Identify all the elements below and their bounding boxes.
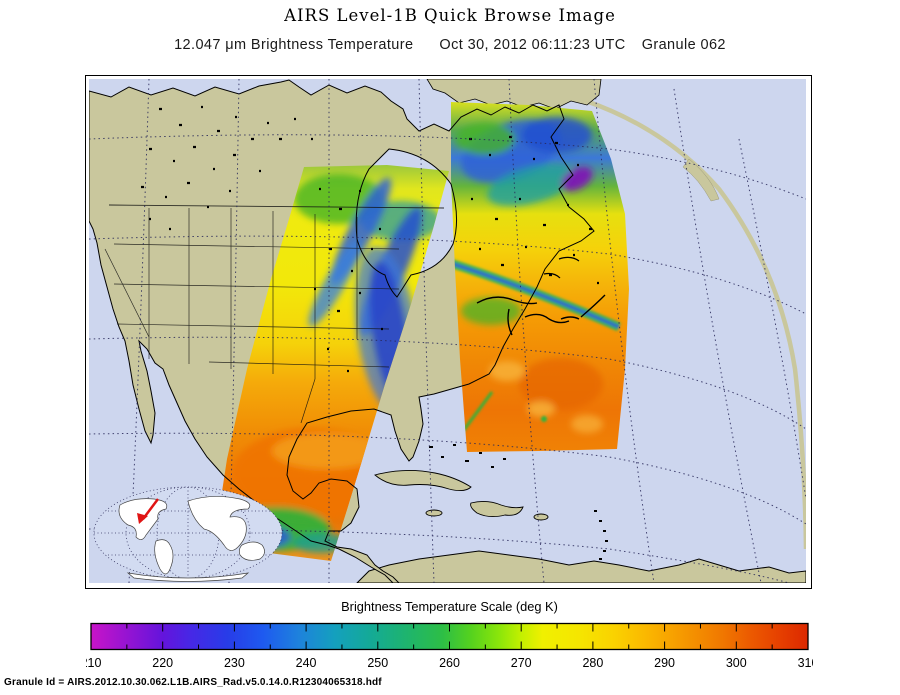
swath-band-east [451,102,629,452]
colorbar-label: 310 [798,656,813,670]
colorbar-label: 240 [296,656,317,670]
cuba [374,470,472,492]
colorbar: Brightness Temperature Scale (deg K) 210… [81,598,819,678]
colorbar-label: 220 [152,656,173,670]
inset-antarctica [126,572,250,582]
colorbar-label: 230 [224,656,245,670]
map-frame [85,75,812,589]
great-lakes [476,256,606,336]
footer-granule-id: Granule Id = AIRS.2012.10.30.062.L1B.AIR… [4,677,382,688]
lesser-antilles [594,510,608,560]
inset-marker-arrow [137,498,159,524]
south-america-land [356,550,806,583]
bahamas [429,444,506,468]
subtitle-datetime: Oct 30, 2012 06:11:23 UTC [439,37,626,53]
colorbar-title: Brightness Temperature Scale (deg K) [341,599,558,614]
caribbean-islands [374,444,608,560]
colorbar-label: 280 [582,656,603,670]
colorbar-tick-labels: 210 220 230 240 250 260 270 280 290 300 … [81,656,819,670]
subtitle: 12.047 μm Brightness Temperature Oct 30,… [0,37,900,53]
earth-limb [526,82,806,550]
colorbar-label: 300 [726,656,747,670]
inset-africa-eurasia [187,496,251,551]
inset-south-america [154,539,174,575]
inset-globe [93,486,283,582]
colorbar-svg: Brightness Temperature Scale (deg K) 210… [81,599,819,670]
inset-continents [118,496,265,582]
jamaica [425,509,443,517]
hispaniola [470,500,524,518]
colorbar-label: 270 [511,656,532,670]
colorbar-minor-ticks [126,623,773,650]
subtitle-product: 12.047 μm Brightness Temperature [174,37,414,53]
colorbar-label: 250 [367,656,388,670]
page-title: AIRS Level-1B Quick Browse Image [284,6,616,25]
map-svg [89,79,806,583]
inset-australia [238,541,265,561]
colorbar-label: 290 [654,656,675,670]
swath-band-east-features [455,117,603,433]
colorbar-major-ticks [90,623,809,650]
colorbar-label: 260 [439,656,460,670]
state-borders [104,204,445,424]
colorbar-label: 210 [86,656,101,670]
puerto-rico [533,513,549,521]
subtitle-granule: Granule 062 [641,37,726,53]
